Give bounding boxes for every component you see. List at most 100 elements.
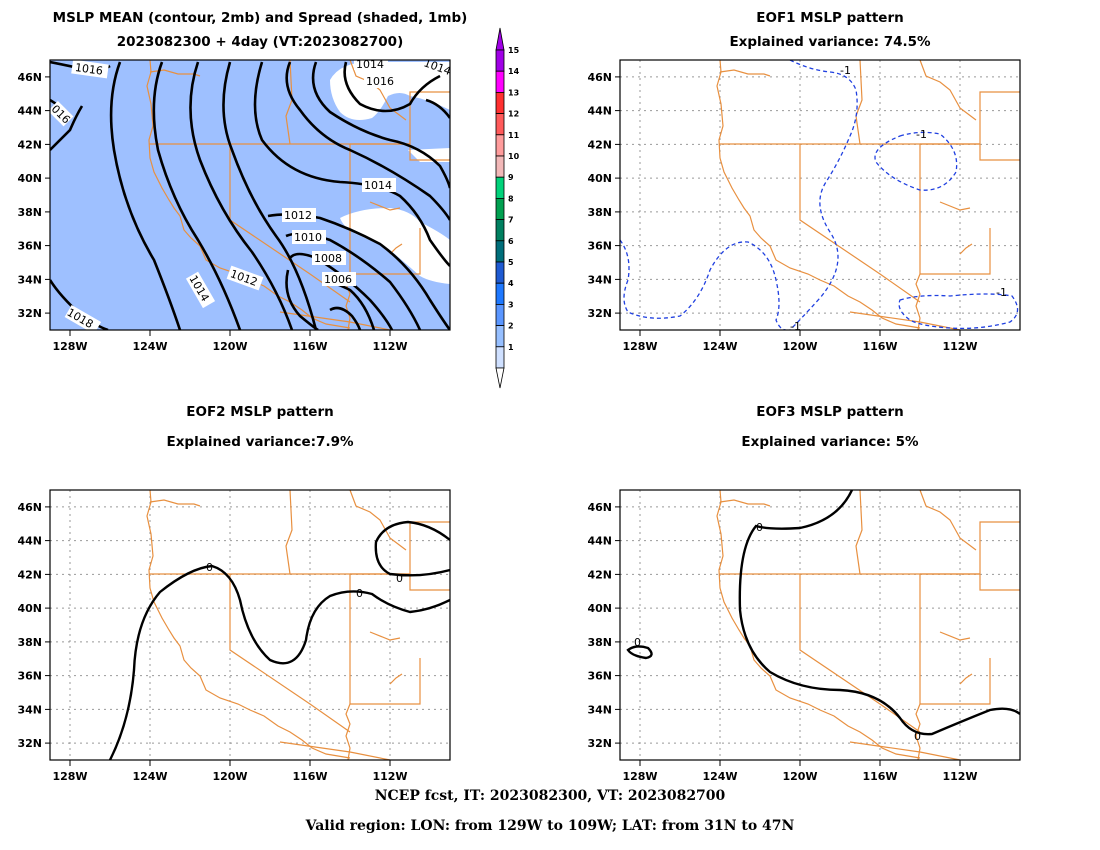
colorbar-segment	[495, 219, 505, 242]
colorbar-label: 14	[508, 67, 520, 76]
colorbar-segment	[495, 325, 505, 348]
panel4-title-line2: Explained variance: 5%	[741, 434, 919, 450]
lat-tick-label: 34N	[587, 273, 612, 286]
contour-label: -1	[840, 64, 851, 77]
lat-tick-label: 46N	[587, 71, 612, 84]
lon-tick-label: 124W	[132, 770, 167, 783]
axis-tick-labels: 46N 44N 42N 40N 38N 36N 34N 32N 128W 124W 120W 116W…	[17, 71, 977, 783]
panel3-contour-labels: 0 0 0	[206, 561, 403, 600]
lon-tick-label: 120W	[212, 770, 247, 783]
contour-label: 1012	[284, 209, 312, 222]
colorbar-segment	[495, 134, 505, 157]
lat-tick-label: 36N	[17, 240, 42, 253]
colorbar-label: 15	[508, 46, 520, 55]
lat-tick-label: 38N	[17, 636, 42, 649]
contour-label: 0	[756, 521, 763, 534]
contour-label: 0	[396, 572, 403, 585]
spread-colorbar: 15 14 13 12 11 10 9 8 7 6 5 4 3 2 1	[495, 27, 520, 389]
contour-label: 1014	[364, 179, 392, 192]
colorbar-segment	[495, 70, 505, 93]
panel2-title-line1: EOF1 MSLP pattern	[756, 10, 904, 26]
colorbar-label: 5	[508, 258, 514, 267]
colorbar-label: 4	[508, 279, 514, 288]
lat-tick-label: 34N	[587, 703, 612, 716]
contour-label: -1	[790, 320, 801, 333]
lat-tick-label: 44N	[587, 535, 612, 548]
panel3-title-line1: EOF2 MSLP pattern	[186, 404, 334, 420]
colorbar-label: 9	[508, 173, 514, 182]
colorbar-label: 13	[508, 88, 519, 97]
lon-tick-label: 128W	[622, 770, 657, 783]
contour-label: -1	[916, 128, 927, 141]
panel3-title-line2: Explained variance:7.9%	[166, 434, 354, 450]
panel3-frame	[49, 489, 451, 761]
panel1-map: 1016 016 1018 1014 1012 1014 1016 1014 1…	[49, 59, 451, 331]
colorbar-label: 3	[508, 300, 514, 309]
lat-tick-label: 32N	[17, 737, 42, 750]
lon-tick-label: 116W	[862, 340, 897, 353]
contour-label: 1010	[294, 231, 322, 244]
lat-tick-label: 42N	[587, 568, 612, 581]
lon-tick-label: 120W	[212, 340, 247, 353]
lat-tick-label: 46N	[17, 71, 42, 84]
lon-tick-label: 116W	[292, 340, 327, 353]
lat-tick-label: 36N	[17, 670, 42, 683]
lon-tick-label: 112W	[372, 340, 407, 353]
lat-tick-label: 40N	[17, 602, 42, 615]
panel2-map: -1 -1 -1 -1	[619, 59, 1021, 333]
lon-tick-label: 128W	[622, 340, 657, 353]
colorbar-segment	[495, 155, 505, 178]
colorbar-segment	[495, 346, 505, 369]
lon-tick-label: 128W	[52, 770, 87, 783]
colorbar-bottom-arrow	[495, 367, 505, 389]
panel4-contour-labels: 0 0 0	[634, 521, 921, 743]
lon-tick-label: 116W	[862, 770, 897, 783]
colorbar-segment	[495, 113, 505, 136]
lat-tick-label: 40N	[587, 602, 612, 615]
lon-tick-label: 112W	[942, 340, 977, 353]
lat-tick-label: 44N	[17, 535, 42, 548]
lat-tick-label: 36N	[587, 670, 612, 683]
footer-valid-region: Valid region: LON: from 129W to 109W; LA…	[305, 818, 795, 834]
colorbar-segment	[495, 240, 505, 263]
lon-tick-label: 120W	[782, 770, 817, 783]
contour-label: 0	[914, 730, 921, 743]
lat-tick-label: 42N	[17, 568, 42, 581]
contour-label: -1	[996, 286, 1007, 299]
lon-tick-label: 124W	[702, 770, 737, 783]
lat-tick-label: 34N	[17, 273, 42, 286]
panel4-title-line1: EOF3 MSLP pattern	[756, 404, 904, 420]
colorbar-label: 12	[508, 110, 519, 119]
lon-tick-label: 112W	[942, 770, 977, 783]
colorbar-segment	[495, 261, 505, 284]
panel2-frame	[619, 59, 1021, 331]
lat-tick-label: 34N	[17, 703, 42, 716]
contour-label: 0	[634, 636, 641, 649]
panel3-eof2-contours	[108, 520, 450, 760]
lat-tick-label: 36N	[587, 240, 612, 253]
lon-tick-label: 128W	[52, 340, 87, 353]
panel1-title-line2: 2023082300 + 4day (VT:2023082700)	[116, 34, 404, 50]
footer-forecast-info: NCEP fcst, IT: 2023082300, VT: 202308270…	[374, 788, 726, 804]
lat-tick-label: 32N	[587, 737, 612, 750]
colorbar-label: 6	[508, 237, 514, 246]
panel2-title-line2: Explained variance: 74.5%	[729, 34, 931, 50]
panel4-eof3-contours	[626, 490, 1020, 736]
lat-tick-label: 44N	[587, 105, 612, 118]
lat-tick-label: 40N	[17, 172, 42, 185]
colorbar-label: 8	[508, 194, 514, 203]
contour-label: 1006	[324, 273, 352, 286]
lat-tick-label: 32N	[587, 307, 612, 320]
colorbar-segment	[495, 92, 505, 115]
lon-tick-label: 120W	[782, 340, 817, 353]
panel2-eof1-contours	[620, 60, 1019, 330]
contour-label: 0	[206, 561, 213, 574]
lat-tick-label: 42N	[17, 138, 42, 151]
lat-tick-label: 44N	[17, 105, 42, 118]
colorbar-label: 11	[508, 131, 520, 140]
contour-label: 0	[356, 587, 363, 600]
lat-tick-label: 38N	[17, 206, 42, 219]
panel1-low-spread-area	[330, 62, 450, 120]
panel2-contour-labels: -1 -1 -1 -1	[790, 64, 1007, 333]
colorbar-label: 1	[508, 343, 514, 352]
